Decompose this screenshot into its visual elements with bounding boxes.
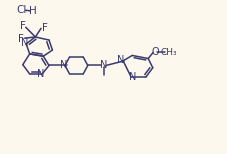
Text: N: N <box>128 73 135 82</box>
Text: N: N <box>60 60 67 70</box>
Text: F: F <box>20 21 26 31</box>
Text: H: H <box>29 6 36 16</box>
Text: N: N <box>21 38 28 48</box>
Text: N: N <box>117 55 124 65</box>
Text: CH₃: CH₃ <box>160 48 176 57</box>
Text: N: N <box>100 60 107 70</box>
Text: N: N <box>37 69 44 79</box>
Text: O: O <box>151 47 158 57</box>
Text: F: F <box>18 34 24 44</box>
Text: F: F <box>41 24 47 33</box>
Text: Cl: Cl <box>16 5 26 15</box>
